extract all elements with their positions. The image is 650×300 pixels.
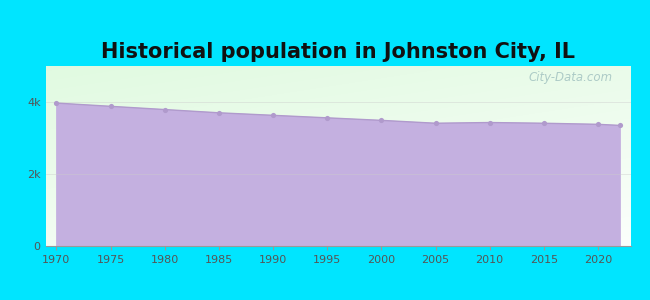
Point (268, 113, 278, 118)
Point (105, 104, 116, 109)
Point (376, 118, 387, 123)
Point (614, 123, 625, 128)
Point (593, 122, 603, 127)
Point (322, 116, 332, 120)
Title: Historical population in Johnston City, IL: Historical population in Johnston City, … (101, 42, 575, 62)
Point (484, 120, 495, 125)
Point (51, 101, 62, 106)
Point (430, 121, 441, 126)
Point (539, 121, 549, 126)
Point (159, 107, 170, 112)
Point (214, 110, 224, 115)
Text: City-Data.com: City-Data.com (529, 71, 613, 84)
